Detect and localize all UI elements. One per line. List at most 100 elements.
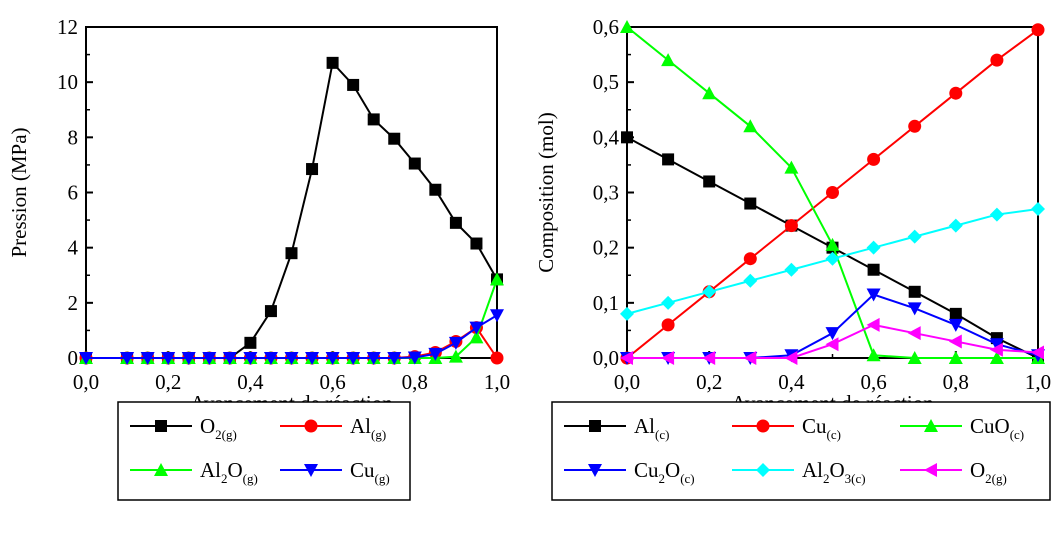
x-tick-label: 0,6 [860, 370, 886, 394]
data-point [661, 53, 676, 67]
data-point [346, 352, 361, 365]
data-point [949, 307, 962, 320]
data-point [990, 53, 1004, 67]
data-point [181, 352, 196, 365]
legend-label-subscript: (g) [243, 471, 258, 486]
legend-entry: Cu(g) [280, 458, 390, 486]
data-point [1031, 345, 1044, 360]
legend-entry: O2(g) [900, 458, 1007, 486]
data-point [243, 352, 258, 365]
data-point [743, 119, 758, 133]
data-point [744, 197, 757, 210]
legend-label-text: Al [634, 414, 655, 438]
y-tick-label: 10 [57, 70, 78, 94]
data-point [989, 351, 1004, 364]
series-6 [620, 317, 1044, 365]
legend-label: Al(c) [634, 414, 669, 442]
legend-box [551, 401, 1051, 501]
y-tick-label: 0,5 [593, 70, 619, 94]
series-5 [620, 202, 1045, 321]
data-point [306, 163, 319, 176]
data-point [202, 352, 217, 365]
legend-marker [304, 419, 318, 433]
series-3 [620, 20, 1045, 364]
data-point [470, 237, 483, 250]
data-point [825, 237, 840, 251]
data-point [825, 327, 840, 341]
data-point [305, 352, 320, 365]
data-point [867, 152, 881, 166]
y-tick-label: 0,4 [593, 125, 620, 149]
series-4 [79, 309, 504, 365]
data-point [948, 318, 963, 332]
data-point [469, 330, 484, 344]
legend-marker [304, 464, 318, 477]
y-tick-label: 8 [68, 125, 79, 149]
data-point [948, 334, 962, 349]
data-point [621, 131, 633, 144]
data-point [989, 207, 1004, 222]
legend-label-subscript: 2 [823, 471, 830, 486]
legend-label: Al(g) [350, 414, 386, 442]
y-tick-label: 0,6 [593, 15, 619, 39]
data-point [263, 352, 278, 365]
data-point [620, 20, 634, 33]
legend-entry: Al(g) [280, 414, 386, 442]
data-point [702, 284, 717, 299]
data-point [867, 263, 880, 276]
data-point [989, 342, 1003, 357]
legend-marker [756, 463, 770, 477]
legend-label-subscript: 2(g) [985, 471, 1007, 486]
data-point [264, 305, 277, 318]
x-tick-label: 1,0 [484, 370, 510, 394]
y-tick-label: 4 [68, 236, 79, 260]
x-tick-label: 1,0 [1025, 370, 1051, 394]
y-tick-label: 0,1 [593, 291, 619, 315]
chart-panel-2: 0,0 0,2 0,4 0,6 0,8 1,0 0,0 0,1 0,2 0,3 0,4 0,5 0,6 A… [534, 15, 1051, 501]
data-point [907, 351, 922, 364]
x-tick-label: 0,6 [319, 370, 345, 394]
data-point [825, 337, 839, 352]
legend-label-text: Al [802, 458, 823, 482]
legend-label-text: O [228, 458, 243, 482]
y-tick-label: 0,3 [593, 181, 619, 205]
data-point [743, 351, 757, 365]
legend-label-subscript: 2 [659, 471, 666, 486]
data-point [661, 351, 675, 365]
legend-label-subscript: (c) [1010, 427, 1024, 442]
data-point [140, 352, 155, 365]
data-point [784, 351, 798, 365]
data-point [490, 309, 504, 323]
legend-label-text: Cu [802, 414, 827, 438]
data-point [285, 247, 298, 260]
legend-label-text: Al [350, 414, 371, 438]
series-4 [620, 288, 1045, 365]
data-point [948, 218, 963, 233]
x-tick-label: 0,0 [73, 370, 99, 394]
legend-label-subscript: (c) [655, 427, 669, 442]
series-2 [620, 23, 1045, 365]
data-point [907, 326, 921, 341]
x-tick-label: 0,2 [155, 370, 181, 394]
data-point [866, 317, 880, 332]
y-axis-title: Composition (mol) [534, 112, 558, 272]
data-point [866, 348, 881, 362]
legend: O2(g) Al(g)Al2O(g) Cu(g) [117, 401, 411, 501]
legend-label-subscript: (c) [680, 471, 694, 486]
data-point [908, 285, 921, 298]
legend: Al(c) Cu(c) CuO(c)Cu2O(c) Al2O3(c) O2(g) [551, 401, 1051, 501]
legend-label-subscript: 2(g) [215, 427, 237, 442]
data-point [948, 351, 963, 364]
legend-label: Cu2O(c) [634, 458, 695, 486]
data-point [407, 351, 422, 365]
legend-label-text: O [970, 458, 985, 482]
y-tick-label: 2 [68, 291, 79, 315]
data-point [448, 349, 463, 363]
y-tick-label: 12 [57, 15, 78, 39]
data-point [387, 352, 402, 365]
data-point [367, 113, 380, 126]
legend-label-text: O [830, 458, 845, 482]
data-point [949, 86, 963, 100]
legend-marker [588, 464, 602, 477]
